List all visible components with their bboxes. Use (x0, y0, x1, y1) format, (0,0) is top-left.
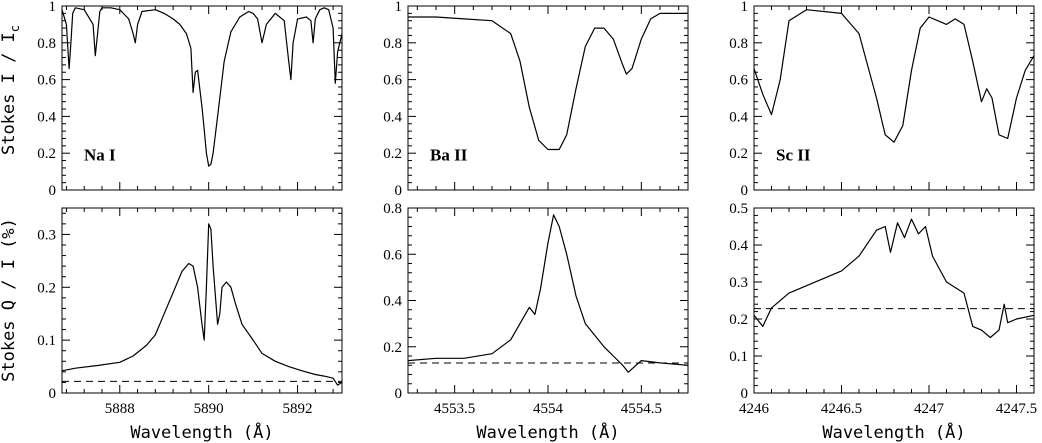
y-tick-label: 0 (49, 183, 57, 199)
y-tick-label: 0.2 (37, 146, 56, 162)
y-tick-label: 0.4 (383, 294, 402, 310)
x-tick-label: 5888 (105, 401, 135, 417)
spectrum-line (61, 7, 343, 167)
y-tick-label: 0.2 (37, 280, 56, 296)
plot-frame (407, 207, 689, 394)
spectrum-line (407, 214, 689, 373)
panel-bottom-ba: 0 0.2 0.4 0.6 0.8 4553.5 4554 4554.5 (383, 201, 689, 417)
x-tick-label: 4247 (914, 401, 945, 417)
y-tick-label: 0.2 (383, 146, 402, 162)
y-tick-label: 0 (49, 386, 57, 402)
y-tick-label: 0 (741, 183, 749, 199)
panel-bottom-na: 0 0.1 0.2 0.3 5888 5890 5892 (37, 207, 343, 417)
y-tick-label: 0.8 (383, 36, 402, 52)
y-tick-label: 0.4 (37, 109, 56, 125)
y-tick-label: 0.3 (37, 227, 56, 243)
panel-bottom-sc: 0 0.1 0.2 0.3 0.4 0.5 4246 4246.5 4247 4247.5 (729, 201, 1037, 417)
y-tick-label: 0.1 (37, 333, 56, 349)
y-tick-label: 0.8 (729, 36, 748, 52)
x-tick-label: 4246 (739, 401, 770, 417)
y-tick-label: 0.6 (383, 247, 402, 263)
panel-top-na: 0 0.2 0.4 0.6 0.8 1 Na I (37, 0, 343, 199)
y-tick-label: 1 (49, 0, 57, 15)
x-axis-title-sc: Wavelength (Å) (822, 421, 965, 443)
y-tick-label: 0.6 (37, 73, 56, 89)
y-tick-label: 0.8 (383, 201, 402, 217)
y-tick-label: 0.1 (729, 349, 748, 365)
x-tick-label: 5890 (194, 401, 224, 417)
x-tick-label: 5892 (283, 401, 313, 417)
y-tick-label: 0 (741, 386, 749, 402)
x-tick-label: 4247.5 (996, 401, 1037, 417)
y-tick-label: 0.2 (729, 312, 748, 328)
plot-frame (61, 207, 343, 394)
x-tick-label: 4554.5 (621, 401, 662, 417)
y-tick-label: 0.2 (383, 340, 402, 356)
x-tick-label: 4246.5 (821, 401, 862, 417)
spectrum-line (61, 223, 343, 386)
y-axis-title-top: Stokes I / Ic (0, 25, 22, 155)
y-tick-label: 1 (395, 0, 403, 15)
y-tick-label: 0 (395, 183, 403, 199)
y-tick-label: 0.8 (37, 36, 56, 52)
y-tick-label: 0 (395, 386, 403, 402)
y-axis-title-bottom: Stokes Q / I (%) (0, 218, 19, 382)
x-axis-title-ba: Wavelength (Å) (476, 421, 619, 443)
y-tick-label: 0.4 (383, 109, 402, 125)
spectrum-line (408, 12, 688, 151)
line-annotation: Na I (84, 146, 116, 165)
line-annotation: Sc II (776, 146, 811, 165)
y-tick-label: 0.6 (383, 73, 402, 89)
spectrum-line (753, 218, 1035, 339)
y-tick-label: 0.4 (729, 109, 748, 125)
plot-frame (61, 5, 343, 191)
y-tick-label: 0.4 (729, 238, 748, 254)
x-axis-title-na: Wavelength (Å) (130, 421, 273, 443)
panel-top-ba: 0 0.2 0.4 0.6 0.8 1 Ba II (383, 0, 689, 199)
y-tick-label: 0.2 (729, 146, 748, 162)
spectrum-line (753, 9, 1035, 143)
y-tick-label: 0.3 (729, 275, 748, 291)
y-tick-label: 0.6 (729, 73, 748, 89)
panel-top-sc: 0 0.2 0.4 0.6 0.8 1 Sc II (729, 0, 1035, 199)
line-annotation: Ba II (430, 146, 468, 165)
x-tick-label: 4553.5 (434, 401, 475, 417)
x-tick-label: 4554 (533, 401, 564, 417)
y-tick-label: 1 (741, 0, 749, 15)
y-tick-label: 0.5 (729, 201, 748, 217)
